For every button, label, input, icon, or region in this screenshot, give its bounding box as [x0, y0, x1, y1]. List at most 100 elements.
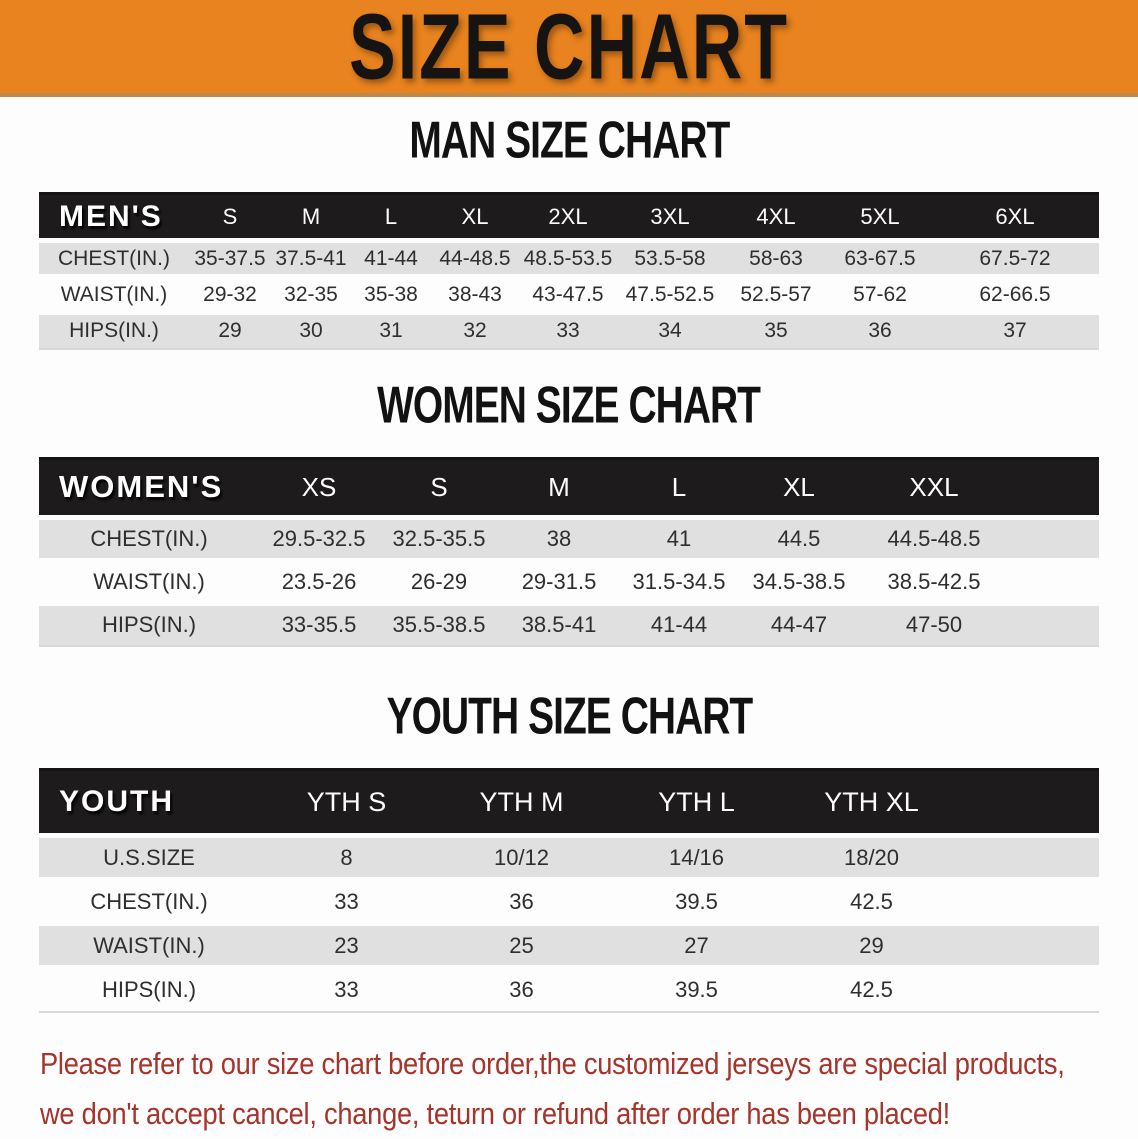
size-value: 29-31.5	[521, 568, 597, 594]
spacer-cell	[959, 968, 1099, 1012]
size-value: 18/20	[843, 844, 900, 870]
size-value: 48.5-53.5	[523, 246, 613, 270]
size-value: 38	[546, 525, 572, 551]
table-row: WAIST(IN.) 23.5-26 26-29 29-31.5 31.5-34.5 34…	[39, 560, 1099, 603]
banner-title: SIZE CHART	[349, 0, 789, 98]
size-value: 37	[1003, 319, 1027, 343]
size-value: 42.5	[850, 888, 893, 914]
size-value: 37.5-41	[275, 246, 347, 270]
measure-label: HIPS(IN.)	[101, 612, 197, 638]
size-col-header: 3XL	[650, 203, 690, 229]
size-value: 23	[334, 932, 359, 958]
measure-label: CHEST(IN.)	[90, 525, 208, 551]
size-value: 36	[509, 977, 534, 1003]
size-value: 10/12	[493, 844, 550, 870]
table-title: YOUTH	[59, 785, 174, 818]
size-col-header: YTH L	[658, 786, 735, 817]
table-row: HIPS(IN.) 29 30 31 32 33 34 35 36 37	[39, 312, 1099, 349]
table-row: WAIST(IN.) 29-32 32-35 35-38 38-43 43-47.5 47.…	[39, 276, 1099, 313]
women-section-heading-text: WOMEN SIZE CHART	[377, 375, 762, 434]
size-value: 35-38	[364, 282, 418, 306]
women-section-heading: WOMEN SIZE CHART	[0, 376, 1138, 435]
size-value: 44.5	[777, 525, 821, 551]
size-value: 47.5-52.5	[625, 282, 715, 306]
table-row: HIPS(IN.) 33 36 39.5 42.5	[39, 967, 1099, 1012]
size-col-header: 2XL	[548, 203, 588, 229]
size-value: 35-37.5	[194, 246, 266, 270]
spacer-cell	[959, 836, 1099, 880]
size-col-header: YTH M	[479, 786, 564, 817]
size-value: 33-35.5	[281, 612, 357, 638]
measure-label: WAIST(IN.)	[93, 568, 205, 594]
size-value: 27	[684, 932, 709, 958]
size-value: 25	[509, 932, 534, 958]
size-col-header: S	[430, 471, 448, 502]
size-value: 57-62	[853, 282, 907, 306]
mens-size-table: MEN'S S M L XL 2XL 3XL 4XL 5XL 6XL CHEST(IN.) 35-3…	[39, 192, 1099, 350]
size-value: 33	[556, 319, 580, 343]
spacer-cell	[959, 880, 1099, 924]
measure-label: CHEST(IN.)	[90, 888, 208, 914]
size-value: 29.5-32.5	[272, 525, 366, 551]
size-value: 36	[868, 319, 892, 343]
size-value: 23.5-26	[281, 568, 357, 594]
size-value: 62-66.5	[979, 282, 1051, 306]
size-value: 32-35	[284, 282, 338, 306]
size-value: 33	[334, 888, 359, 914]
table-row: CHEST(IN.) 29.5-32.5 32.5-35.5 38 41 44.5 44.5…	[39, 517, 1099, 560]
size-value: 41-44	[650, 612, 708, 638]
order-policy-note-line1: Please refer to our size chart before or…	[40, 1045, 1065, 1081]
table-row: CHEST(IN.) 35-37.5 37.5-41 41-44 44-48.5 48.5…	[39, 240, 1099, 277]
man-section-heading: MAN SIZE CHART	[0, 111, 1138, 170]
youth-section-heading: YOUTH SIZE CHART	[0, 687, 1138, 746]
table-row: WAIST(IN.) 23 25 27 29	[39, 923, 1099, 968]
table-title: MEN'S	[59, 199, 163, 233]
size-value: 58-63	[749, 246, 803, 270]
table-title: WOMEN'S	[59, 469, 224, 504]
size-value: 36	[509, 888, 534, 914]
size-col-header: M	[301, 203, 321, 229]
spacer-cell	[1009, 517, 1099, 560]
measure-label: WAIST(IN.)	[60, 282, 168, 306]
size-header-row: MEN'S S M L XL 2XL 3XL 4XL 5XL 6XL	[39, 193, 1099, 241]
size-value: 30	[299, 319, 323, 343]
size-value: 35	[764, 319, 788, 343]
size-value: 32.5-35.5	[392, 525, 486, 551]
size-value: 53.5-58	[634, 246, 706, 270]
size-value: 35.5-38.5	[392, 612, 486, 638]
size-value: 26-29	[410, 568, 468, 594]
table-row: U.S.SIZE 8 10/12 14/16 18/20	[39, 835, 1099, 880]
size-value: 32	[463, 319, 487, 343]
measure-label: HIPS(IN.)	[101, 977, 197, 1003]
size-header-row: YOUTH YTH S YTH M YTH L YTH XL	[39, 769, 1099, 836]
measure-label: CHEST(IN.)	[58, 246, 170, 270]
order-policy-note: Please refer to our size chart before or…	[40, 1039, 1138, 1139]
youth-section-heading-text: YOUTH SIZE CHART	[386, 687, 753, 745]
size-value: 38.5-41	[521, 612, 597, 638]
spacer-cell	[1009, 603, 1099, 646]
size-value: 39.5	[675, 888, 718, 914]
size-col-header: L	[384, 203, 398, 229]
spacer-cell	[1009, 458, 1099, 517]
size-value: 41	[666, 525, 692, 551]
size-value: 43-47.5	[532, 282, 604, 306]
size-value: 38.5-42.5	[887, 568, 981, 594]
size-value: 34.5-38.5	[752, 568, 846, 594]
size-header-row: WOMEN'S XS S M L XL XXL	[39, 458, 1099, 517]
youth-size-table: YOUTH YTH S YTH M YTH L YTH XL U.S.SIZE 8 10/1…	[39, 768, 1099, 1013]
size-value: 47-50	[905, 612, 963, 638]
size-value: 29	[218, 319, 242, 343]
size-value: 44-48.5	[439, 246, 511, 270]
womens-size-table: WOMEN'S XS S M L XL XXL CHEST(IN.) 29.5-32.5 32.…	[39, 456, 1099, 648]
size-col-header: 6XL	[995, 203, 1035, 229]
size-col-header: XL	[461, 203, 489, 229]
size-col-header: 4XL	[756, 203, 796, 229]
size-value: 29-32	[203, 282, 257, 306]
measure-label: U.S.SIZE	[103, 844, 195, 870]
size-value: 42.5	[850, 977, 893, 1003]
table-row: CHEST(IN.) 33 36 39.5 42.5	[39, 879, 1099, 924]
size-value: 33	[334, 977, 359, 1003]
size-col-header: M	[548, 471, 570, 502]
size-col-header: YTH S	[306, 786, 387, 817]
size-col-header: S	[222, 203, 238, 229]
